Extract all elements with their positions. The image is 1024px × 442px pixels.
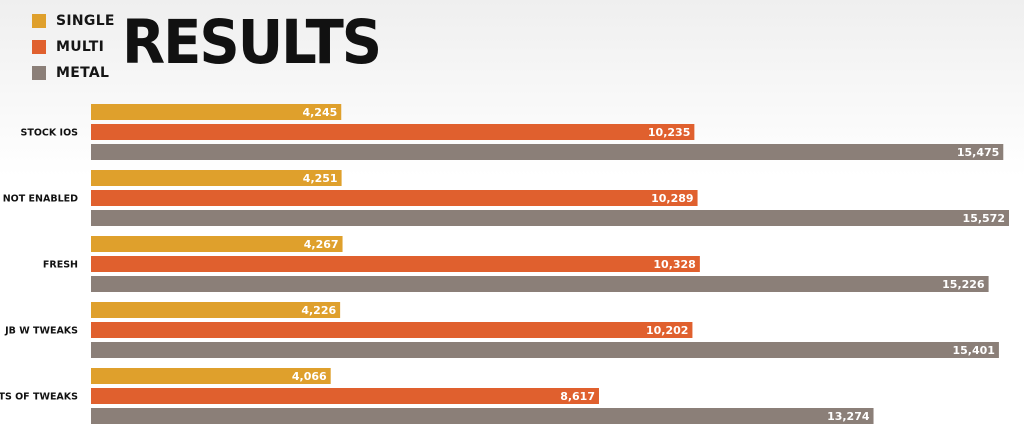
bar-multi [91, 190, 698, 206]
bar-multi [91, 124, 695, 140]
bar-multi [91, 388, 599, 404]
bar-value-label: 15,475 [957, 146, 999, 159]
bar-value-label: 13,274 [827, 410, 870, 423]
bar-single [91, 170, 342, 186]
category-label: LOTS OF TWEAKS [0, 392, 78, 403]
bar-single [91, 236, 343, 252]
bar-metal [91, 144, 1004, 160]
legend: SINGLE MULTI METAL [32, 8, 115, 86]
legend-swatch-single [32, 14, 46, 28]
bar-value-label: 10,328 [653, 258, 695, 271]
bar-value-label: 15,226 [942, 278, 985, 291]
legend-label-single: SINGLE [56, 13, 115, 29]
bar-metal [91, 342, 999, 358]
bar-metal [91, 408, 874, 424]
legend-swatch-metal [32, 66, 46, 80]
bar-value-label: 8,617 [560, 390, 595, 403]
bar-value-label: 4,245 [302, 106, 337, 119]
legend-item-multi: MULTI [32, 34, 115, 60]
bar-value-label: 4,226 [301, 304, 336, 317]
category-label: JB W TWEAKS [4, 326, 78, 337]
bar-single [91, 302, 341, 318]
bar-value-label: 10,202 [646, 324, 688, 337]
bar-multi [91, 256, 700, 272]
bar-value-label: 15,572 [963, 212, 1005, 225]
legend-item-metal: METAL [32, 60, 115, 86]
bar-value-label: 10,289 [651, 192, 693, 205]
legend-item-single: SINGLE [32, 8, 115, 34]
bar-single [91, 368, 331, 384]
bar-multi [91, 322, 693, 338]
legend-label-metal: METAL [56, 65, 110, 81]
chart-title: RESULTS [122, 8, 382, 79]
legend-swatch-multi [32, 40, 46, 54]
bar-metal [91, 276, 989, 292]
bar-value-label: 10,235 [648, 126, 690, 139]
bar-single [91, 104, 342, 120]
bar-value-label: 15,401 [952, 344, 994, 357]
legend-label-multi: MULTI [56, 39, 105, 55]
bar-metal [91, 210, 1009, 226]
category-label: FRESH [43, 260, 78, 271]
bar-value-label: 4,251 [303, 172, 338, 185]
bar-value-label: 4,066 [292, 370, 327, 383]
bar-value-label: 4,267 [304, 238, 339, 251]
category-label: STOCK IOS [21, 128, 79, 139]
category-label: NOT ENABLED [3, 194, 78, 205]
